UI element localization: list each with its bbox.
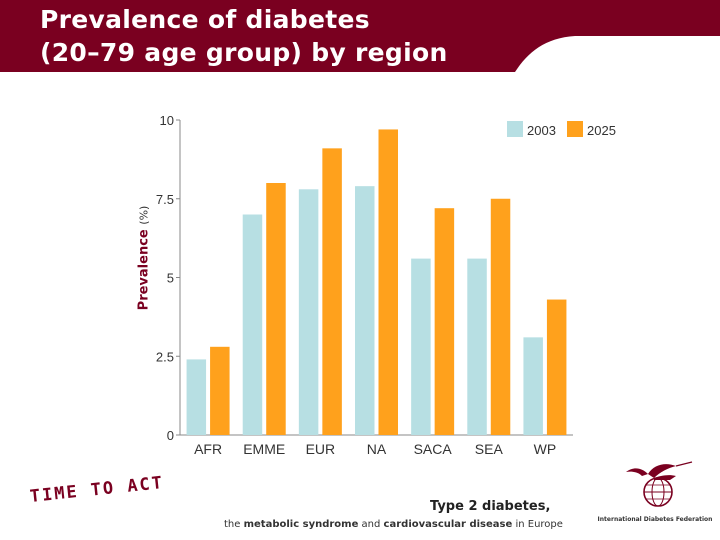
y-tick-label: 10	[160, 113, 174, 128]
footer-sub-mid: and	[358, 519, 384, 530]
bar-2003-eur	[298, 189, 319, 435]
legend-label-2003: 2003	[527, 123, 556, 138]
x-tick-label: SEA	[475, 441, 504, 457]
bar-2003-afr	[186, 359, 207, 435]
x-tick-label: NA	[367, 441, 387, 457]
footer-title: Type 2 diabetes,	[430, 499, 551, 514]
page-title: Prevalence of diabetes (20–79 age group)…	[40, 3, 448, 69]
bar-2003-emme	[242, 214, 263, 435]
y-axis-label: Prevalence (%)	[137, 206, 152, 311]
legend-swatch-2003	[507, 121, 523, 137]
legend-label-2025: 2025	[587, 123, 616, 138]
title-line-1: Prevalence of diabetes	[40, 5, 370, 34]
y-tick-label: 2.5	[156, 349, 174, 364]
hummingbird-globe-icon	[626, 461, 693, 507]
bar-2003-sea	[467, 258, 487, 435]
bar-2025-saca	[434, 208, 455, 435]
bar-2025-wp	[546, 299, 567, 435]
bar-2025-eur	[322, 148, 342, 435]
idf-logo-text: International Diabetes Federation	[597, 516, 713, 523]
x-tick-label: EUR	[306, 441, 336, 457]
bar-2025-na	[378, 129, 398, 435]
footer-sub-prefix: the	[224, 519, 244, 530]
title-line-2: (20–79 age group) by region	[40, 38, 448, 67]
y-tick-label: 0	[167, 428, 174, 443]
idf-logo: International Diabetes Federation	[596, 458, 714, 532]
x-tick-label: EMME	[243, 441, 285, 457]
y-axis-unit: (%)	[137, 205, 151, 225]
bar-2025-emme	[266, 183, 286, 435]
banner-white-curve	[515, 36, 720, 72]
x-tick-label: AFR	[194, 441, 222, 457]
bar-2003-saca	[411, 258, 431, 435]
footer-term-metabolic: metabolic syndrome	[243, 519, 359, 530]
x-tick-label: SACA	[414, 441, 453, 457]
x-tick-label: WP	[534, 441, 557, 457]
y-axis-label-text: Prevalence	[136, 229, 152, 311]
footer-sub-suffix: in Europe	[512, 519, 563, 530]
title-banner: Prevalence of diabetes (20–79 age group)…	[0, 0, 720, 72]
y-tick-label: 5	[167, 271, 174, 286]
legend-swatch-2025	[567, 121, 583, 137]
bar-2025-sea	[490, 198, 511, 435]
bar-2025-afr	[210, 346, 230, 435]
bar-2003-na	[355, 186, 375, 435]
footer-subtitle: the metabolic syndrome and cardiovascula…	[224, 519, 563, 530]
y-tick-label: 7.5	[156, 192, 174, 207]
bar-2003-wp	[523, 337, 543, 435]
footer-term-cardio: cardiovascular disease	[383, 519, 513, 530]
banner-swoosh-shape	[515, 36, 720, 72]
